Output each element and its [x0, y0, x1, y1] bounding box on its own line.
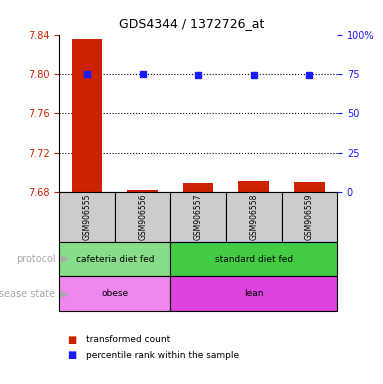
Text: GSM906559: GSM906559 [305, 194, 314, 240]
Bar [183, 183, 213, 192]
Text: protocol: protocol [16, 254, 56, 264]
Text: disease state: disease state [0, 289, 56, 299]
Text: obese: obese [101, 289, 128, 298]
Text: percentile rank within the sample: percentile rank within the sample [86, 351, 239, 360]
Text: GSM906557: GSM906557 [194, 194, 203, 240]
Bar [72, 40, 102, 192]
Bar [170, 276, 337, 311]
Text: GDS4344 / 1372726_at: GDS4344 / 1372726_at [119, 17, 264, 30]
Text: ▶: ▶ [61, 254, 69, 264]
Bar [128, 190, 158, 192]
Text: ■: ■ [67, 350, 76, 360]
Text: cafeteria diet fed: cafeteria diet fed [76, 255, 154, 264]
Text: lean: lean [244, 289, 264, 298]
Bar [59, 192, 115, 242]
Bar [170, 192, 226, 242]
Bar [294, 182, 324, 192]
Text: ▶: ▶ [61, 289, 69, 299]
Bar [59, 242, 170, 276]
Bar [226, 192, 282, 242]
Text: transformed count: transformed count [86, 335, 170, 344]
Text: GSM906555: GSM906555 [83, 194, 92, 240]
Bar [239, 181, 269, 192]
Bar [170, 242, 337, 276]
Text: ■: ■ [67, 335, 76, 345]
Text: standard diet fed: standard diet fed [215, 255, 293, 264]
Text: GSM906556: GSM906556 [138, 194, 147, 240]
Bar [59, 276, 170, 311]
Bar [115, 192, 170, 242]
Bar [282, 192, 337, 242]
Text: GSM906558: GSM906558 [249, 194, 258, 240]
